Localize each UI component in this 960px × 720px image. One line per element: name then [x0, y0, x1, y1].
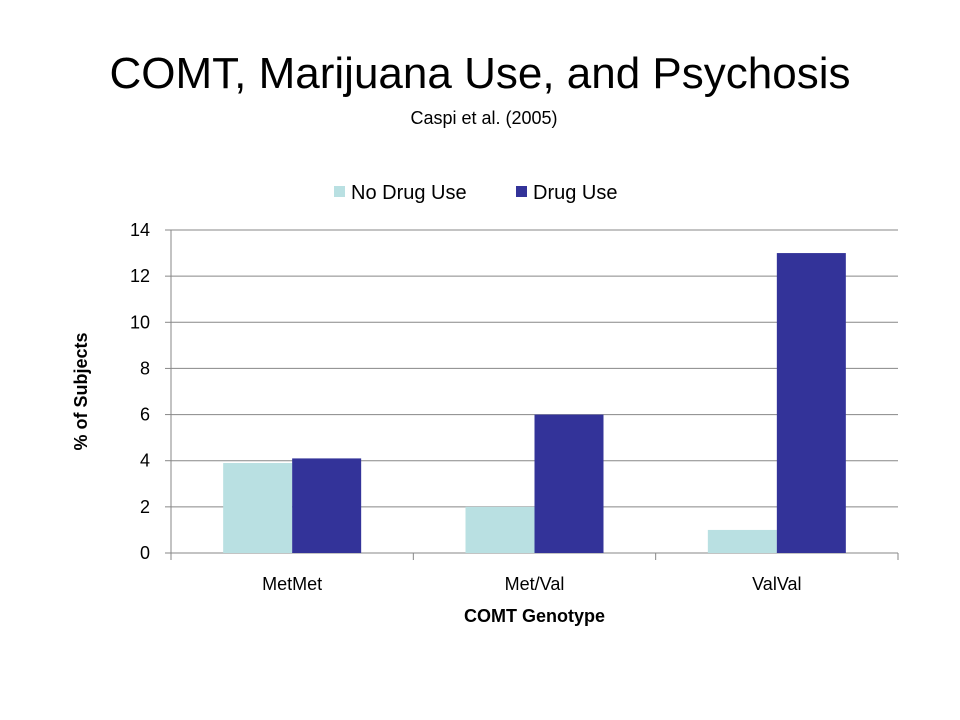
- x-tick-label: MetMet: [262, 574, 322, 594]
- y-tick-label: 12: [130, 266, 150, 286]
- y-tick-label: 6: [140, 405, 150, 425]
- bar-no-drug-use: [707, 529, 777, 553]
- x-tick-label: Met/Val: [505, 574, 565, 594]
- y-axis-label: % of Subjects: [71, 332, 91, 450]
- bar-no-drug-use: [223, 463, 293, 553]
- y-tick-label: 10: [130, 312, 150, 332]
- bar-drug-use: [534, 414, 604, 553]
- legend-swatch: [516, 186, 527, 197]
- legend-label: No Drug Use: [351, 182, 467, 204]
- y-tick-label: 0: [140, 543, 150, 563]
- bar-drug-use: [292, 458, 362, 553]
- bar-no-drug-use: [465, 506, 535, 553]
- y-tick-label: 14: [130, 220, 150, 240]
- x-tick-label: ValVal: [752, 574, 801, 594]
- bar-drug-use: [776, 253, 846, 554]
- legend-label: Drug Use: [533, 182, 617, 204]
- y-tick-label: 8: [140, 358, 150, 378]
- y-tick-label: 4: [140, 451, 150, 471]
- legend-swatch: [334, 186, 345, 197]
- slide-title: COMT, Marijuana Use, and Psychosis: [109, 49, 851, 98]
- x-axis-label: COMT Genotype: [464, 606, 605, 626]
- slide-subtitle: Caspi et al. (2005): [410, 108, 558, 128]
- y-tick-label: 2: [140, 497, 150, 517]
